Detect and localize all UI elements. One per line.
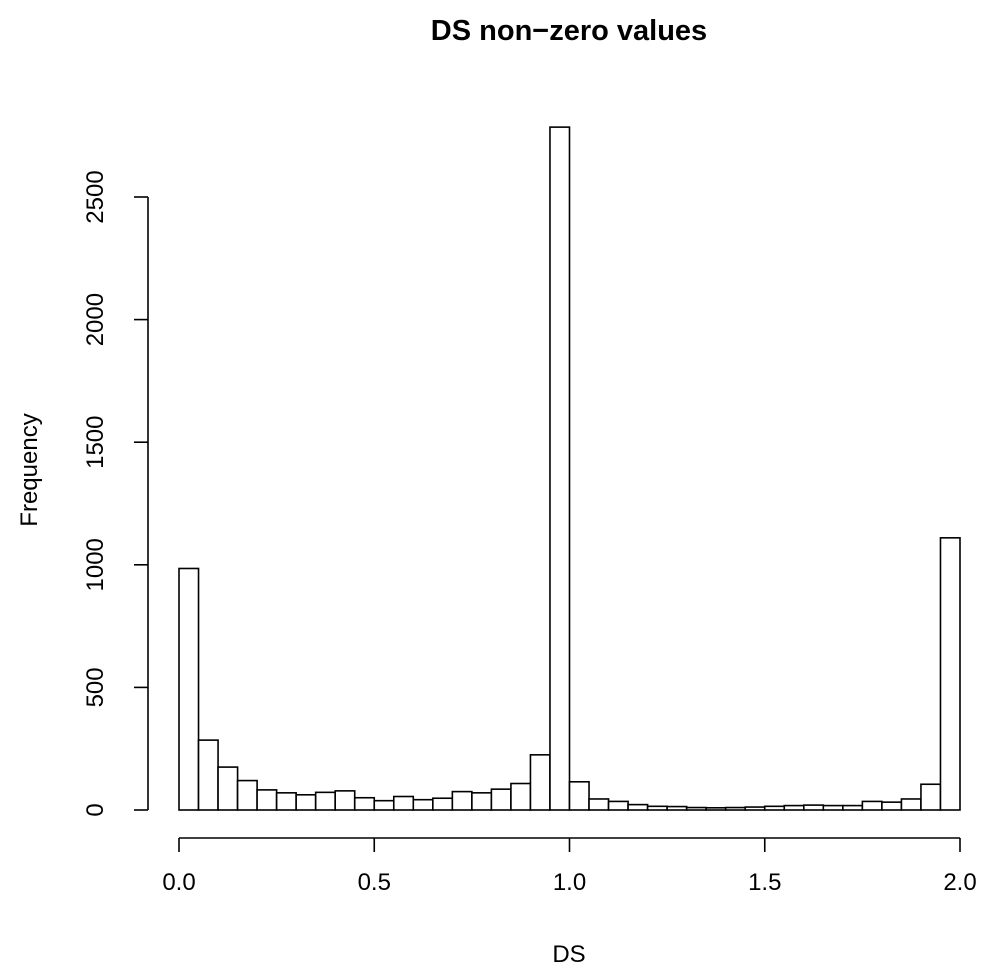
histogram-bar [373, 799, 395, 811]
histogram-bar [256, 789, 278, 811]
histogram-bar [353, 796, 376, 811]
y-tick-label: 500 [82, 667, 109, 707]
histogram-bar [900, 798, 922, 811]
histogram-bar [451, 790, 473, 811]
histogram-bar [236, 779, 258, 811]
y-axis-label: Frequency [16, 413, 43, 526]
histogram-bar [744, 806, 766, 811]
bars-group [178, 126, 961, 811]
histogram-bar [490, 788, 512, 811]
histogram-bar [471, 792, 493, 811]
histogram-bar [549, 126, 571, 811]
x-axis: 0.0 0.5 1.0 1.5 2.0 [162, 837, 977, 896]
y-tick-label: 2500 [82, 170, 109, 223]
y-tick-label: 1000 [82, 538, 109, 591]
histogram-bar [842, 804, 864, 811]
histogram-bar [666, 805, 688, 811]
histogram-bar [392, 795, 415, 811]
histogram-bar [275, 792, 297, 811]
x-tick-label: 1.5 [748, 869, 781, 896]
histogram-bar [802, 804, 825, 811]
histogram-bar [432, 797, 454, 811]
x-tick-label: 0.0 [162, 869, 195, 896]
histogram-bar [763, 805, 786, 811]
histogram-bar [529, 754, 551, 811]
histogram-bar [724, 806, 747, 811]
histogram-bar [822, 804, 844, 811]
histogram-bar [334, 790, 356, 811]
histogram-bar [939, 537, 961, 811]
x-tick-label: 0.5 [358, 869, 391, 896]
histogram-bar [920, 783, 942, 811]
histogram-bar [510, 782, 532, 811]
histogram-bar [295, 793, 317, 811]
y-tick-label: 2000 [82, 293, 109, 346]
histogram-bar [588, 798, 610, 811]
chart-title: DS non−zero values [431, 15, 707, 47]
histogram-bar [607, 800, 629, 811]
histogram-bar [568, 780, 590, 811]
histogram-bar [861, 800, 883, 811]
histogram-bar [646, 805, 668, 811]
x-axis-label: DS [552, 941, 585, 968]
histogram-bar [217, 766, 239, 811]
histogram-bar [705, 806, 727, 811]
histogram-bar [881, 801, 903, 811]
x-tick-label: 2.0 [943, 869, 976, 896]
histogram-bar [627, 803, 649, 811]
x-tick-label: 1.0 [553, 869, 586, 896]
histogram-bar [314, 791, 337, 811]
y-axis: 0 500 1000 1500 2000 2500 [82, 170, 149, 817]
y-tick-label: 0 [82, 803, 109, 816]
histogram-bar [197, 739, 219, 811]
histogram-bar [783, 804, 805, 811]
histogram-bar [178, 567, 200, 811]
histogram-bar [412, 798, 434, 811]
histogram-bar [685, 806, 707, 811]
y-tick-label: 1500 [82, 416, 109, 469]
